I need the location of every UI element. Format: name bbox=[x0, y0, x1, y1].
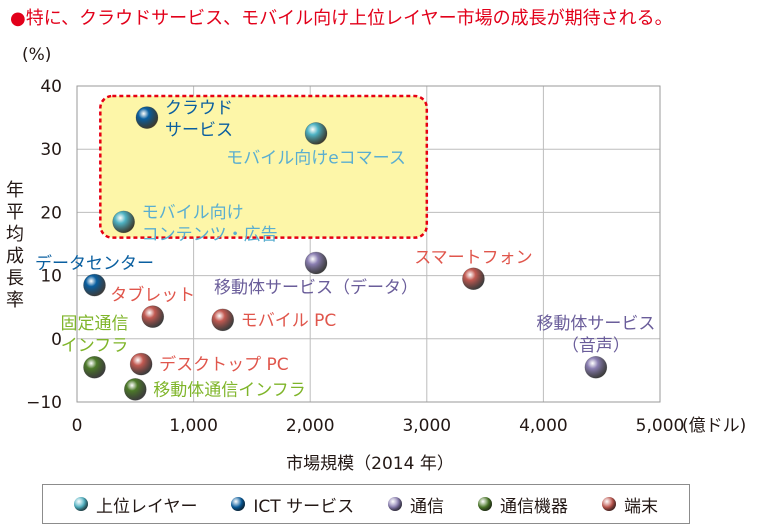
legend-entry-telecom_equipment: 通信機器 bbox=[478, 492, 568, 517]
data-point-ict_service bbox=[83, 273, 106, 297]
data-point-terminal bbox=[462, 267, 485, 291]
data-point-telecom bbox=[584, 355, 608, 379]
data-points bbox=[83, 106, 608, 401]
data-label: モバイル向け bbox=[142, 203, 244, 223]
data-point-ict_service bbox=[135, 106, 159, 129]
y-axis-title-char: 成 bbox=[6, 246, 24, 267]
data-point-terminal bbox=[211, 308, 235, 332]
data-label: 移動体通信インフラ bbox=[153, 380, 305, 400]
legend-entry-upper_layer: 上位レイヤー bbox=[73, 492, 198, 517]
data-label: タブレット bbox=[110, 285, 195, 306]
legend-entry-ict_service: ICT サービス bbox=[231, 492, 354, 517]
data-point-upper_layer bbox=[112, 210, 135, 234]
legend-entry-terminal: 端末 bbox=[601, 492, 658, 517]
x-tick-label: 2,000 bbox=[286, 416, 335, 436]
y-tick-label: 30 bbox=[40, 140, 62, 160]
x-unit-label: (億ドル) bbox=[682, 416, 746, 436]
data-point-telecom bbox=[304, 251, 328, 275]
plot-frame bbox=[76, 85, 661, 403]
axes: 0 1,000 2,000 3,000 4,000 5,000 −10 0 10 20 30 40 bbox=[26, 77, 684, 436]
legend-label: 端末 bbox=[623, 496, 658, 517]
scatter-chart: 0 1,000 2,000 3,000 4,000 5,000 −10 0 10 20 30 40 ク… bbox=[6, 45, 746, 474]
y-tick-label: 0 bbox=[51, 330, 62, 350]
legend-label: 通信機器 bbox=[500, 496, 568, 517]
data-label: データセンター bbox=[35, 253, 154, 274]
legend-label: 上位レイヤー bbox=[95, 496, 198, 517]
y-tick-label: −10 bbox=[26, 393, 62, 413]
data-label: （音声） bbox=[562, 336, 630, 356]
y-tick-label: 20 bbox=[40, 203, 62, 223]
data-point-telecom_equipment bbox=[124, 378, 147, 401]
data-label: デスクトップ PC bbox=[159, 354, 289, 375]
legend-swatch-upper_layer bbox=[73, 497, 88, 511]
data-label: インフラ bbox=[61, 336, 129, 356]
data-label: モバイル向けeコマース bbox=[226, 148, 406, 168]
x-tick-label: 1,000 bbox=[169, 416, 218, 436]
data-label: スマートフォン bbox=[414, 248, 533, 268]
y-axis-title-char: 長 bbox=[6, 268, 24, 289]
highlight-region bbox=[99, 94, 429, 239]
x-axis-title: 市場規模（2014 年） bbox=[286, 454, 454, 474]
data-point-terminal bbox=[141, 305, 165, 328]
point-labels: クラウドサービスモバイル向けeコマースモバイル向けコンテンツ・広告データセンター… bbox=[35, 99, 655, 401]
data-label: サービス bbox=[165, 121, 233, 141]
y-axis-title-char: 平 bbox=[6, 202, 24, 223]
data-label: モバイル PC bbox=[241, 311, 337, 331]
y-unit-label: (%) bbox=[22, 45, 51, 65]
y-axis-title-char: 年 bbox=[6, 180, 24, 201]
x-tick-label: 5,000 bbox=[636, 416, 685, 436]
y-tick-label: 10 bbox=[40, 267, 62, 287]
data-point-telecom_equipment bbox=[83, 355, 106, 379]
legend: 上位レイヤー ICT サービス 通信 通信機器 端末 bbox=[42, 484, 690, 524]
y-axis-title-char: 率 bbox=[6, 290, 24, 311]
legend-swatch-ict_service bbox=[231, 497, 246, 511]
x-tick-label: 3,000 bbox=[402, 416, 451, 436]
data-point-terminal bbox=[129, 352, 153, 376]
data-label: 移動体サービス bbox=[536, 314, 655, 334]
legend-label: ICT サービス bbox=[253, 496, 355, 517]
legend-swatch-terminal bbox=[601, 497, 616, 511]
headline: ●特に、クラウドサービス、モバイル向け上位レイヤー市場の成長が期待される。 bbox=[10, 8, 673, 29]
data-label: クラウド bbox=[165, 99, 233, 119]
data-label: 移動体サービス（データ） bbox=[214, 277, 418, 298]
y-axis-title-char: 均 bbox=[6, 224, 24, 245]
data-point-upper_layer bbox=[304, 122, 328, 145]
x-tick-label: 0 bbox=[72, 416, 83, 436]
data-label: コンテンツ・広告 bbox=[142, 225, 278, 245]
data-label: 固定通信 bbox=[60, 314, 128, 334]
legend-swatch-telecom_equipment bbox=[478, 497, 492, 511]
x-tick-label: 4,000 bbox=[519, 416, 568, 436]
y-tick-label: 40 bbox=[40, 77, 62, 97]
legend-label: 通信 bbox=[410, 496, 445, 517]
legend-swatch-telecom bbox=[388, 497, 403, 511]
legend-entry-telecom: 通信 bbox=[388, 492, 444, 517]
